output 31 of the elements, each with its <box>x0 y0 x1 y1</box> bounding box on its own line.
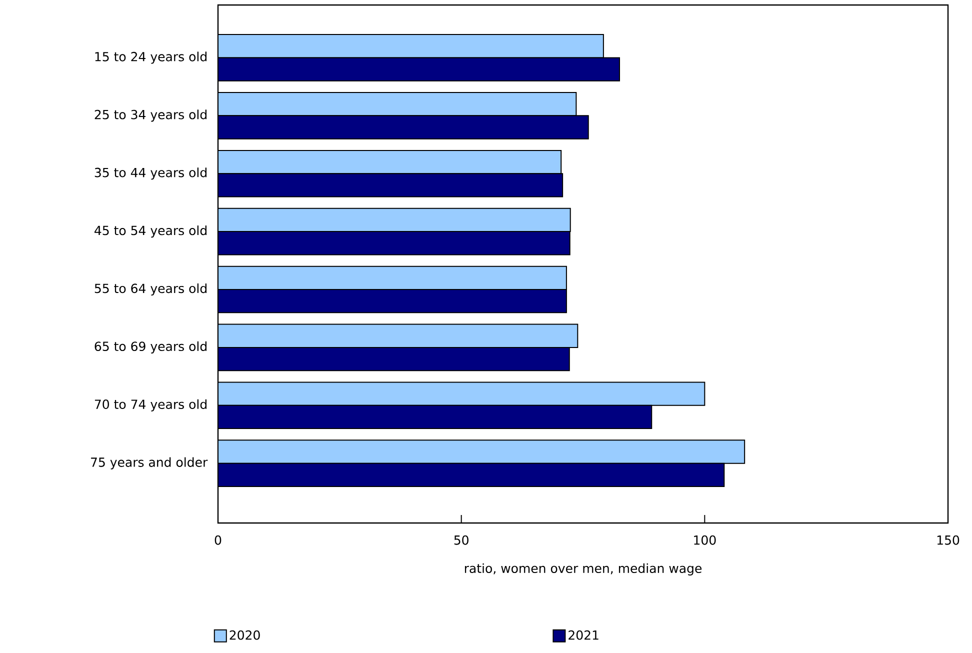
y-tick-label: 55 to 64 years old <box>94 283 206 296</box>
x-tick-label: 100 <box>694 535 716 545</box>
y-tick-label: 65 to 69 years old <box>94 341 206 354</box>
bar <box>218 289 567 314</box>
bar <box>218 404 652 430</box>
bar <box>218 57 620 82</box>
y-tick-label: 15 to 24 years old <box>95 52 206 64</box>
x-axis-title: ratio, women over men, median wage <box>464 563 702 576</box>
bar <box>218 208 571 232</box>
bar <box>218 266 567 290</box>
x-tick-label: 150 <box>937 535 960 545</box>
bar <box>218 173 564 198</box>
bar <box>218 346 570 372</box>
y-tick-label: 45 to 54 years old <box>94 226 206 238</box>
legend-label: 2020 <box>230 630 260 640</box>
bar <box>218 150 562 174</box>
x-tick-label: 0 <box>214 535 222 545</box>
x-tick-label: 50 <box>454 535 468 545</box>
y-tick-label: 35 to 44 years old <box>94 168 206 180</box>
legend-label: 2021 <box>568 630 598 640</box>
bar <box>218 324 578 348</box>
bar <box>218 382 706 406</box>
y-tick-label: 70 to 74 years old <box>94 399 206 412</box>
bar <box>218 34 604 58</box>
bar <box>218 115 589 140</box>
bar <box>218 440 746 464</box>
y-tick-label: 75 years and older <box>91 457 208 470</box>
bar <box>218 231 570 256</box>
y-tick-label: 25 to 34 years old <box>94 110 206 122</box>
bar <box>218 462 725 488</box>
bar <box>218 92 577 116</box>
